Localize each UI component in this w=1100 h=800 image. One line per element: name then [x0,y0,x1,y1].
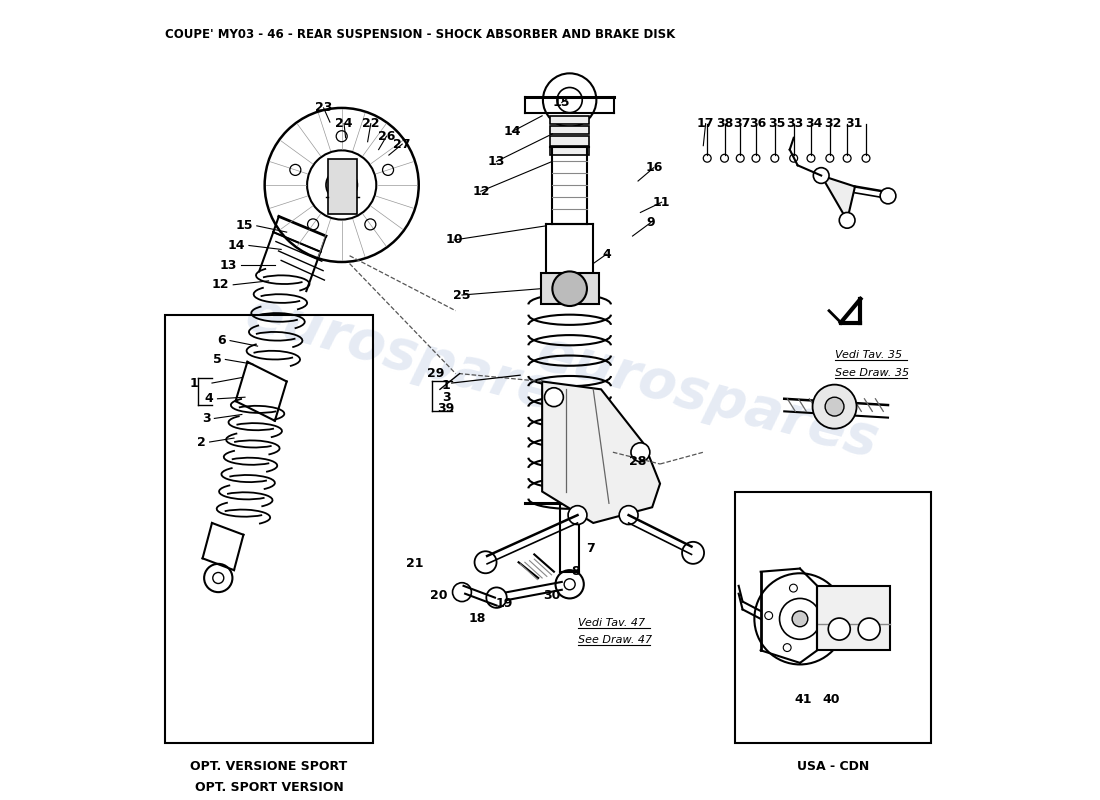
Bar [165,314,373,743]
Text: 22: 22 [362,117,380,130]
Text: 17: 17 [697,117,714,130]
Text: 36: 36 [749,117,766,130]
Circle shape [880,188,895,204]
Text: eurospares: eurospares [240,286,593,430]
Text: 28: 28 [629,455,647,468]
Text: 12: 12 [472,185,490,198]
Text: 18: 18 [469,612,486,626]
Text: 29: 29 [427,367,444,380]
Text: 24: 24 [336,117,353,130]
Circle shape [631,442,650,462]
Bar [550,147,590,155]
Text: 19: 19 [496,597,513,610]
Text: 11: 11 [653,196,670,209]
Bar [540,273,598,305]
Bar [550,126,590,134]
Text: See Draw. 47: See Draw. 47 [578,635,651,645]
Circle shape [839,213,855,228]
Text: See Draw. 35: See Draw. 35 [835,367,909,378]
Text: 13: 13 [220,258,238,272]
Text: 13: 13 [488,155,505,168]
Text: 39: 39 [438,402,455,415]
Text: 41: 41 [794,694,812,706]
Text: eurospares: eurospares [531,326,883,469]
Text: 31: 31 [845,117,862,130]
Text: OPT. SPORT VERSION: OPT. SPORT VERSION [195,781,343,794]
Bar [550,116,590,124]
Text: OPT. VERSIONE SPORT: OPT. VERSIONE SPORT [190,760,348,774]
Text: 35: 35 [768,117,785,130]
Circle shape [619,506,638,525]
Text: 9: 9 [647,216,654,229]
Text: 21: 21 [406,558,424,570]
Circle shape [828,618,850,640]
Bar [550,136,590,146]
Text: 4: 4 [205,392,213,406]
Text: 14: 14 [228,239,245,252]
Text: 33: 33 [786,117,804,130]
Text: 23: 23 [315,102,332,114]
Text: 12: 12 [212,278,229,291]
Text: COUPE' MY03 - 46 - REAR SUSPENSION - SHOCK ABSORBER AND BRAKE DISK: COUPE' MY03 - 46 - REAR SUSPENSION - SHO… [165,28,675,41]
Text: 32: 32 [824,117,842,130]
Circle shape [792,611,807,626]
Text: Vedi Tav. 47: Vedi Tav. 47 [578,618,645,627]
Circle shape [486,587,507,608]
Text: 38: 38 [716,117,733,130]
Circle shape [544,388,563,406]
Text: 5: 5 [212,353,221,366]
Circle shape [813,385,857,429]
Text: 16: 16 [645,161,662,174]
Circle shape [568,506,587,525]
Text: 40: 40 [823,694,840,706]
Circle shape [326,170,358,201]
Bar [328,159,356,214]
Text: 1: 1 [189,377,198,390]
Circle shape [858,618,880,640]
Bar [817,586,890,650]
Text: 4: 4 [602,248,610,261]
Text: 7: 7 [586,542,595,554]
Text: 3: 3 [201,412,210,425]
Text: 2: 2 [197,435,206,449]
Text: 1: 1 [442,379,451,392]
Polygon shape [542,382,660,523]
Text: 15: 15 [235,219,253,232]
Text: 34: 34 [805,117,823,130]
Text: 3: 3 [442,390,451,404]
Circle shape [813,168,829,183]
Text: 10: 10 [446,234,463,246]
Text: 8: 8 [571,566,580,578]
Text: 26: 26 [377,130,395,142]
Circle shape [552,271,587,306]
Text: 27: 27 [394,138,411,150]
Text: 20: 20 [430,589,447,602]
Polygon shape [822,175,855,220]
Text: 14: 14 [504,125,521,138]
Text: USA - CDN: USA - CDN [796,760,869,774]
Text: 6: 6 [218,334,227,347]
Text: Vedi Tav. 35: Vedi Tav. 35 [835,350,902,360]
Circle shape [825,397,844,416]
Bar [735,491,932,743]
Text: 30: 30 [543,589,560,602]
Text: 37: 37 [733,117,750,130]
Text: 25: 25 [453,289,471,302]
Text: 15: 15 [553,96,571,109]
